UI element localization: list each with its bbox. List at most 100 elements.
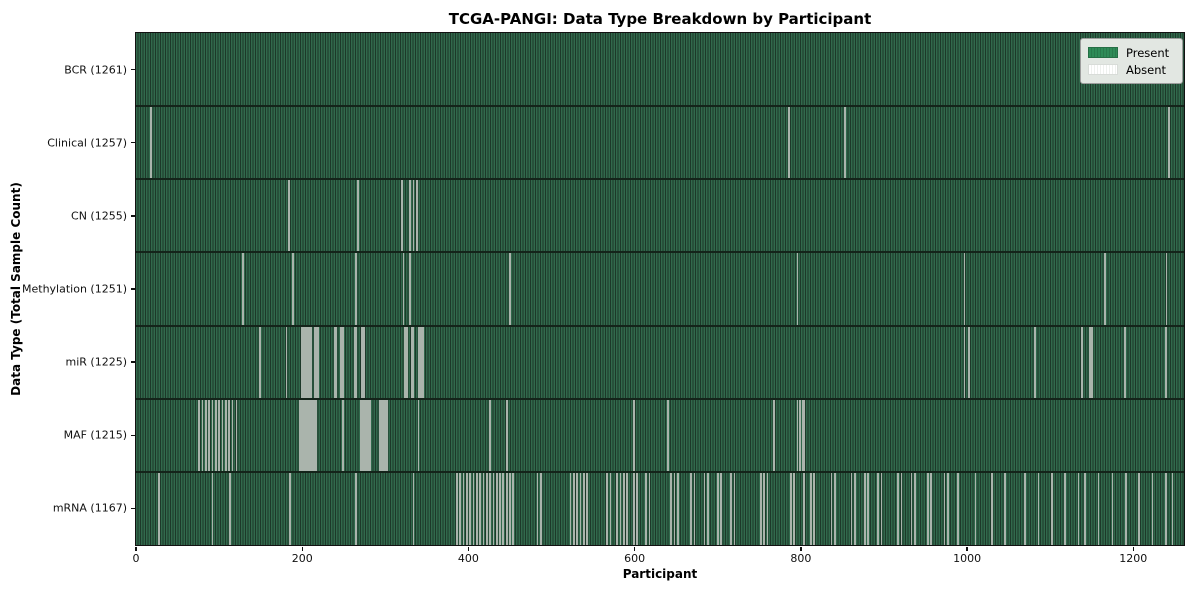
absent-mark <box>492 471 495 545</box>
absent-mark <box>355 325 358 399</box>
absent-mark <box>1164 471 1167 545</box>
absent-mark <box>505 398 508 472</box>
absent-mark <box>310 398 313 472</box>
absent-mark <box>1164 325 1167 399</box>
absent-mark <box>1171 471 1174 545</box>
absent-mark <box>315 398 318 472</box>
absent-mark <box>720 471 722 545</box>
absent-mark <box>402 252 405 326</box>
xtick-label: 1200 <box>1119 552 1148 565</box>
absent-mark <box>648 471 651 545</box>
absent-mark <box>369 398 372 472</box>
absent-mark <box>303 398 306 472</box>
absent-mark <box>539 471 542 545</box>
absent-mark <box>583 471 585 545</box>
absent-mark <box>475 471 478 545</box>
absent-mark <box>1089 325 1091 399</box>
absent-mark <box>404 325 407 399</box>
absent-mark <box>357 179 359 253</box>
absent-mark <box>730 471 732 545</box>
absent-mark <box>465 471 468 545</box>
row-bcr <box>136 33 1184 107</box>
xtick-mark <box>800 546 802 551</box>
absent-mark <box>703 471 706 545</box>
xtick-label: 200 <box>291 552 313 565</box>
ytick-label: Clinical (1257) <box>47 136 127 150</box>
absent-mark <box>419 325 422 399</box>
absent-mark <box>288 179 290 253</box>
absent-mark <box>150 106 152 180</box>
absent-mark <box>382 398 385 472</box>
absent-mark <box>1064 471 1066 545</box>
absent-mark <box>469 471 471 545</box>
row-divider <box>136 251 1184 254</box>
absent-mark <box>1168 106 1170 180</box>
row-clinical <box>136 106 1184 180</box>
absent-mark <box>801 398 804 472</box>
absent-mark <box>512 471 515 545</box>
absent-mark <box>364 398 367 472</box>
absent-mark <box>897 471 899 545</box>
absent-mark <box>489 398 491 472</box>
absent-mark <box>974 471 977 545</box>
absent-mark <box>300 325 303 399</box>
ytick-label: Methylation (1251) <box>22 282 127 296</box>
absent-mark <box>1138 471 1140 545</box>
legend-swatch-present <box>1088 47 1118 58</box>
absent-mark <box>1084 471 1086 545</box>
absent-mark <box>308 325 311 399</box>
absent-mark <box>536 471 539 545</box>
absent-mark <box>218 398 220 472</box>
absent-mark <box>342 325 344 399</box>
absent-mark <box>900 471 903 545</box>
row-cn <box>136 179 1184 253</box>
absent-mark <box>573 471 575 545</box>
absent-mark <box>502 471 505 545</box>
absent-mark <box>198 398 200 472</box>
absent-mark <box>913 471 916 545</box>
absent-mark <box>302 398 304 472</box>
absent-mark <box>854 471 856 545</box>
absent-mark <box>158 471 161 545</box>
absent-mark <box>355 471 358 545</box>
plot-area <box>136 33 1184 545</box>
absent-mark <box>606 471 609 545</box>
absent-mark <box>361 325 363 399</box>
chart-title: TCGA-PANGI: Data Type Breakdown by Parti… <box>448 10 872 28</box>
xtick-mark <box>135 546 137 551</box>
absent-mark <box>844 106 846 180</box>
absent-mark <box>619 471 622 545</box>
absent-mark <box>693 471 696 545</box>
xtick-label: 1000 <box>953 552 982 565</box>
absent-mark <box>991 471 993 545</box>
absent-mark <box>499 471 501 545</box>
ytick-label: mRNA (1167) <box>52 501 127 515</box>
absent-mark <box>930 471 933 545</box>
absent-mark <box>1024 471 1027 545</box>
absent-mark <box>381 398 383 472</box>
absent-mark <box>963 252 966 326</box>
row-mir <box>136 325 1184 399</box>
absent-mark <box>927 471 929 545</box>
absent-mark <box>361 398 363 472</box>
absent-mark <box>799 398 801 472</box>
absent-mark <box>307 325 309 399</box>
absent-mark <box>622 471 625 545</box>
absent-mark <box>313 398 316 472</box>
absent-mark <box>733 471 736 545</box>
absent-mark <box>1090 325 1093 399</box>
absent-mark <box>366 398 368 472</box>
xtick-mark <box>301 546 303 551</box>
ytick-mark <box>131 68 135 71</box>
absent-mark <box>300 398 303 472</box>
legend-item-absent: Absent <box>1088 61 1175 78</box>
absent-mark <box>809 471 812 545</box>
absent-mark <box>636 471 638 545</box>
absent-mark <box>1080 325 1083 399</box>
row-divider <box>136 105 1184 108</box>
legend-label-present: Present <box>1126 45 1170 60</box>
absent-mark <box>421 325 423 399</box>
absent-mark <box>482 471 485 545</box>
ytick-mark <box>131 142 135 144</box>
absent-mark <box>214 398 217 472</box>
